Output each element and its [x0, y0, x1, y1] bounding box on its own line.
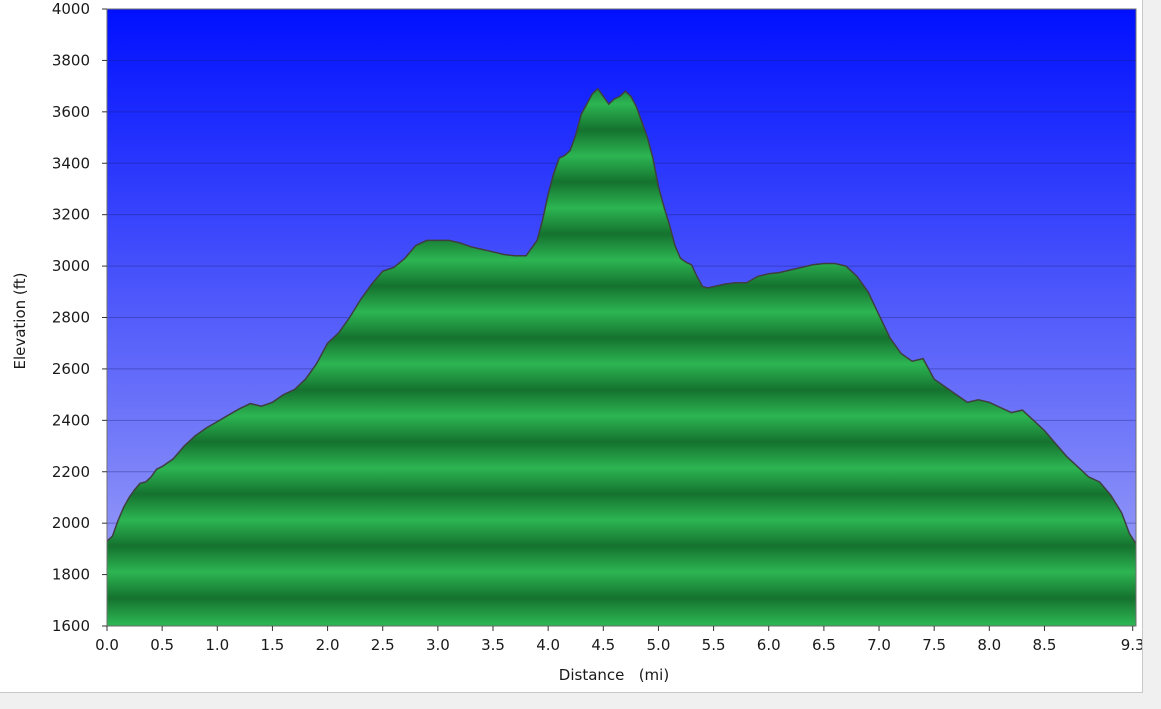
x-tick-label: 1.5 [261, 636, 285, 654]
x-tick-label: 3.5 [481, 636, 505, 654]
y-tick-label: 3600 [52, 103, 90, 121]
x-tick-label: 3.0 [426, 636, 450, 654]
y-axis-ticks: 1600 1800 2000 2200 2400 2600 2800 3000 3200 3400… [52, 0, 107, 635]
y-tick-label: 3400 [52, 154, 90, 172]
y-tick-label: 4000 [52, 0, 90, 18]
x-tick-label: 2.0 [316, 636, 340, 654]
y-tick-label: 1600 [52, 617, 90, 635]
x-axis-title: Distance (mi) [559, 666, 669, 684]
y-tick-label: 3800 [52, 51, 90, 69]
x-tick-label: 8.0 [977, 636, 1001, 654]
y-axis-title: Elevation (ft) [11, 272, 29, 369]
y-tick-label: 2200 [52, 463, 90, 481]
y-tick-label: 2800 [52, 309, 90, 327]
elevation-area [107, 88, 1136, 626]
y-tick-label: 2600 [52, 360, 90, 378]
x-tick-label: 1.0 [205, 636, 229, 654]
x-tick-label: 7.5 [922, 636, 946, 654]
x-tick-label: 7.0 [867, 636, 891, 654]
x-tick-label: 4.5 [591, 636, 615, 654]
x-tick-label: 0.5 [150, 636, 174, 654]
x-tick-label: 5.0 [647, 636, 671, 654]
elevation-chart: 0.0 0.5 1.0 1.5 2.0 2.5 3.0 3.5 4.0 4.5 5.0 5.5 6.0 6… [11, 0, 1142, 684]
y-tick-label: 2000 [52, 514, 90, 532]
x-tick-label: 6.5 [812, 636, 836, 654]
x-tick-label: 5.5 [702, 636, 726, 654]
y-tick-label: 3200 [52, 206, 90, 224]
y-tick-label: 2400 [52, 411, 90, 429]
y-tick-label: 1800 [52, 566, 90, 584]
x-tick-label: 0.0 [95, 636, 119, 654]
chart-frame: 0.0 0.5 1.0 1.5 2.0 2.5 3.0 3.5 4.0 4.5 5.0 5.5 6.0 6… [0, 0, 1143, 693]
x-tick-label: 9.3 [1121, 636, 1142, 654]
x-tick-label: 2.5 [371, 636, 395, 654]
elevation-outline [106, 87, 1137, 545]
x-axis-ticks: 0.0 0.5 1.0 1.5 2.0 2.5 3.0 3.5 4.0 4.5 5.0 5.5 6.0 6… [95, 626, 1142, 654]
x-tick-label: 6.0 [757, 636, 781, 654]
x-tick-label: 8.5 [1033, 636, 1057, 654]
x-tick-label: 4.0 [536, 636, 560, 654]
y-tick-label: 3000 [52, 257, 90, 275]
